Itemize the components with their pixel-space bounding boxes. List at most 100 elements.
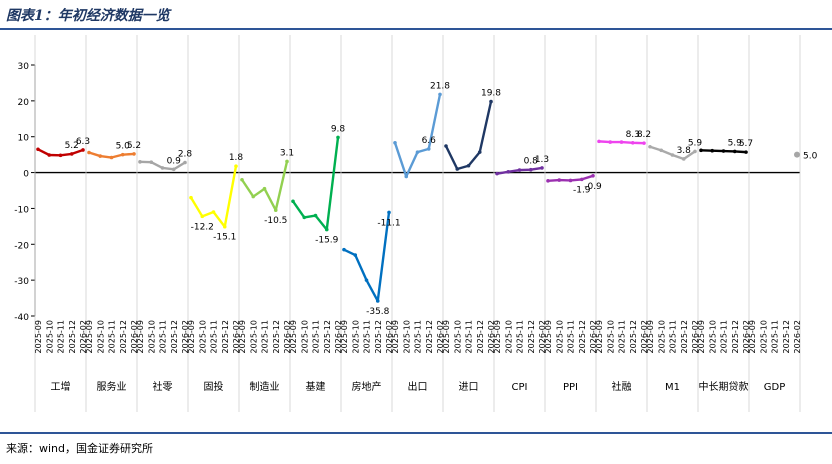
data-label: 6.3 xyxy=(76,137,90,147)
data-point xyxy=(183,160,187,165)
x-tick-label: 2025-09 xyxy=(595,320,604,353)
series-制造业 xyxy=(240,159,289,213)
data-label: 5.9 xyxy=(728,138,743,148)
data-point xyxy=(200,214,205,219)
x-tick-label: 2025-12 xyxy=(272,320,281,353)
data-label: 1.8 xyxy=(229,153,244,163)
data-point xyxy=(98,154,103,158)
x-tick-label: 2026-02 xyxy=(487,320,496,353)
data-point xyxy=(393,141,397,145)
data-point xyxy=(234,164,238,168)
data-point xyxy=(466,163,471,168)
x-tick-label: 2025-11 xyxy=(108,320,117,353)
x-tick-label: 2025-11 xyxy=(210,320,219,353)
x-tick-label: 2025-12 xyxy=(119,320,128,353)
x-tick-label: 2025-11 xyxy=(720,320,729,353)
series-PPI xyxy=(546,173,595,183)
data-label: -35.8 xyxy=(366,307,390,317)
x-tick-label: 2026-02 xyxy=(436,320,445,353)
data-point xyxy=(171,167,176,172)
x-tick-label: 2025-09 xyxy=(187,320,196,353)
x-tick-label: 2025-12 xyxy=(68,320,77,353)
x-tick-label: 2025-10 xyxy=(198,320,207,353)
category-label: GDP xyxy=(764,382,785,393)
data-point xyxy=(342,247,346,252)
x-tick-label: 2025-11 xyxy=(363,320,372,353)
data-point xyxy=(699,148,703,153)
x-tick-label: 2025-09 xyxy=(697,320,706,353)
data-label: -0.9 xyxy=(584,182,602,192)
data-label: 5.2 xyxy=(127,141,141,151)
data-point xyxy=(438,92,442,97)
x-tick-label: 2025-12 xyxy=(221,320,230,353)
x-tick-label: 2025-12 xyxy=(476,320,485,353)
category-label: CPI xyxy=(512,382,528,393)
x-tick-label: 2026-02 xyxy=(385,320,394,353)
chart-title: 图表1：年初经济数据一览 xyxy=(6,8,170,24)
data-point xyxy=(387,210,391,215)
series-中长期贷款 xyxy=(699,148,748,154)
x-tick-label: 2025-09 xyxy=(391,320,400,353)
data-label: 5.0 xyxy=(116,142,131,152)
data-point xyxy=(506,170,511,174)
category-label: 固投 xyxy=(204,380,224,393)
chart-data-labels: 5.26.3 5.05.20.92.8-12.2-15.11.8-10.53.1-… xyxy=(65,81,818,317)
data-point xyxy=(489,99,493,104)
data-point xyxy=(302,215,307,220)
x-tick-label: 2025-11 xyxy=(159,320,168,353)
x-tick-label: 2025-11 xyxy=(771,320,780,353)
x-tick-label: 2026-02 xyxy=(742,320,751,353)
y-tick-label: -30 xyxy=(14,277,29,287)
chart-axes: -40 -30 -20 -10 0 10 20 30 xyxy=(14,35,801,412)
data-label: 3.8 xyxy=(677,146,692,156)
x-tick-label: 2025-12 xyxy=(782,320,791,353)
y-tick-label: -20 xyxy=(14,241,29,251)
x-tick-label: 2026-02 xyxy=(334,320,343,353)
chart-x-axis: 2025-09 2025-10 2025-11 2025-12 2026-02工增202… xyxy=(34,320,802,393)
data-point xyxy=(36,147,40,152)
x-tick-label: 2025-09 xyxy=(85,320,94,353)
category-label: 工增 xyxy=(51,380,71,393)
x-tick-label: 2025-10 xyxy=(453,320,462,353)
x-tick-label: 2025-09 xyxy=(544,320,553,353)
x-tick-label: 2025-12 xyxy=(425,320,434,353)
category-label: 制造业 xyxy=(250,380,280,393)
data-point xyxy=(732,149,737,154)
data-point xyxy=(619,140,624,144)
data-point xyxy=(642,141,646,145)
x-tick-label: 2025-09 xyxy=(748,320,757,353)
data-label: 1.3 xyxy=(535,155,549,165)
data-point xyxy=(149,160,154,164)
series-出口 xyxy=(393,92,442,179)
x-tick-label: 2026-02 xyxy=(232,320,241,353)
x-tick-label: 2025-10 xyxy=(351,320,360,353)
data-point xyxy=(744,150,748,154)
bottom-divider xyxy=(0,432,832,434)
x-tick-label: 2025-10 xyxy=(96,320,105,353)
data-point xyxy=(251,194,256,199)
x-tick-label: 2025-09 xyxy=(340,320,349,353)
data-label: 6.6 xyxy=(422,136,437,146)
data-point xyxy=(404,174,409,179)
data-point xyxy=(568,178,573,183)
x-tick-label: 2025-10 xyxy=(657,320,666,353)
x-tick-label: 2025-10 xyxy=(300,320,309,353)
x-tick-label: 2025-10 xyxy=(147,320,156,353)
data-label: -15.1 xyxy=(213,233,236,243)
category-label: 基建 xyxy=(306,380,326,393)
x-tick-label: 2025-10 xyxy=(504,320,513,353)
x-tick-label: 2025-10 xyxy=(708,320,717,353)
data-point xyxy=(291,199,295,204)
data-point xyxy=(455,167,460,171)
data-point xyxy=(222,224,227,229)
data-label: 0.9 xyxy=(167,156,182,166)
data-point xyxy=(81,148,85,152)
data-label: -1.9 xyxy=(573,185,591,195)
series-M1 xyxy=(648,144,697,161)
data-label: 19.8 xyxy=(481,89,501,99)
data-point xyxy=(659,148,664,153)
data-point xyxy=(132,152,136,156)
y-tick-label: 0 xyxy=(23,170,29,180)
data-label: -11.1 xyxy=(377,218,400,228)
y-tick-label: 20 xyxy=(18,98,30,108)
